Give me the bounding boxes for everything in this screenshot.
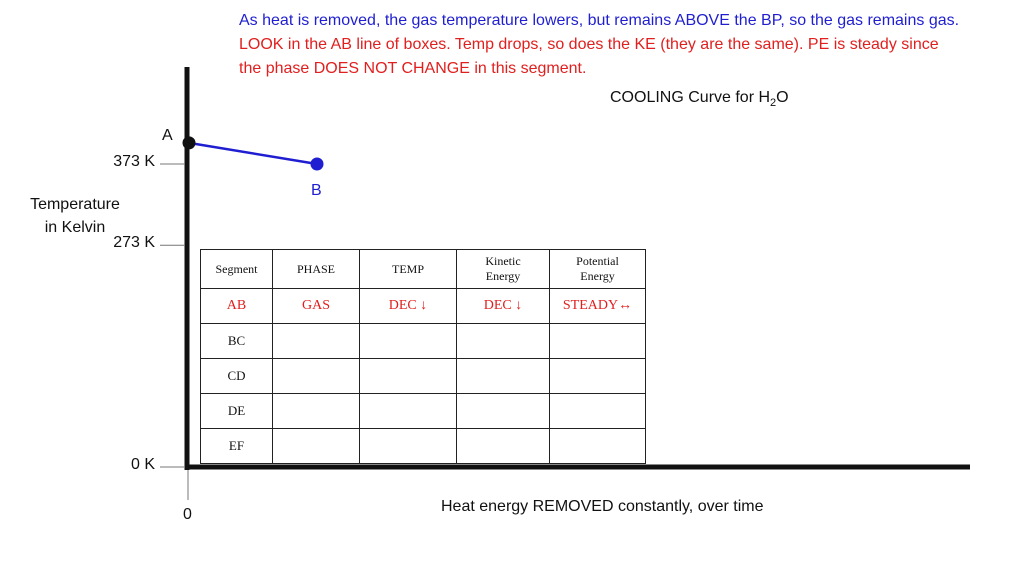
y-axis-label-line2: in Kelvin xyxy=(44,219,106,236)
data-point-b xyxy=(310,157,324,171)
header-temp: TEMP xyxy=(359,249,457,289)
note-line-1: As heat is removed, the gas temperature … xyxy=(239,12,960,29)
y-axis-label-line1: Temperature xyxy=(30,196,120,213)
table-cell: AB xyxy=(200,288,273,324)
table-cell xyxy=(272,323,360,359)
table-cell xyxy=(456,358,550,394)
table-cell: CD xyxy=(200,358,273,394)
y-tick-label: 373 K xyxy=(113,153,155,170)
point-label-a: A xyxy=(162,126,173,144)
note-line-2: LOOK in the AB line of boxes. Temp drops… xyxy=(239,36,939,53)
table-row: AB GAS DEC ↓ DEC ↓ STEADY↔ xyxy=(200,288,646,324)
chart-title-main: COOLING Curve for H xyxy=(610,89,771,106)
table-header-row: Segment PHASE TEMP Kinetic Energy Potenti… xyxy=(200,249,646,289)
table-row: EF xyxy=(200,428,646,464)
x-axis-label: Heat energy REMOVED constantly, over tim… xyxy=(441,498,764,515)
data-point-a xyxy=(182,136,196,150)
table-cell: DEC ↓ xyxy=(359,288,457,324)
chart-title: COOLING Curve for H2O xyxy=(610,89,789,109)
table-cell xyxy=(456,323,550,359)
table-cell: DE xyxy=(200,393,273,429)
table-cell: GAS xyxy=(272,288,360,324)
chart-title-end: O xyxy=(776,89,789,106)
header-potential-energy: Potential Energy xyxy=(549,249,646,289)
y-tick-label: 273 K xyxy=(113,234,155,252)
table-cell xyxy=(272,428,360,464)
table-cell xyxy=(456,393,550,429)
segment-ab-line xyxy=(188,141,318,166)
table-cell xyxy=(359,358,457,394)
table-cell xyxy=(549,428,646,464)
table-row: BC xyxy=(200,323,646,359)
note-line-3: the phase DOES NOT CHANGE in this segmen… xyxy=(239,60,587,77)
table-row: DE xyxy=(200,393,646,429)
table-cell: BC xyxy=(200,323,273,359)
y-tick-label: 0 K xyxy=(130,456,155,473)
table-cell xyxy=(359,428,457,464)
table-cell xyxy=(359,323,457,359)
table-cell xyxy=(272,358,360,394)
chart-title-subscript: 2 xyxy=(770,97,777,110)
header-phase: PHASE xyxy=(272,249,360,289)
table-cell: EF xyxy=(200,428,273,464)
table-cell xyxy=(549,358,646,394)
header-segment: Segment xyxy=(200,249,273,289)
point-label-b: B xyxy=(311,182,322,199)
table-cell xyxy=(549,393,646,429)
table-cell xyxy=(456,428,550,464)
x-origin-label: 0 xyxy=(183,506,192,523)
segment-table: Segment PHASE TEMP Kinetic Energy Potenti… xyxy=(200,249,646,464)
table-cell xyxy=(272,393,360,429)
table-cell xyxy=(549,323,646,359)
header-kinetic-energy: Kinetic Energy xyxy=(456,249,550,289)
table-row: CD xyxy=(200,358,646,394)
table-cell: DEC ↓ xyxy=(456,288,550,324)
y-axis-label: Temperature in Kelvin xyxy=(16,193,134,239)
table-cell: STEADY↔ xyxy=(549,288,646,324)
table-cell xyxy=(359,393,457,429)
